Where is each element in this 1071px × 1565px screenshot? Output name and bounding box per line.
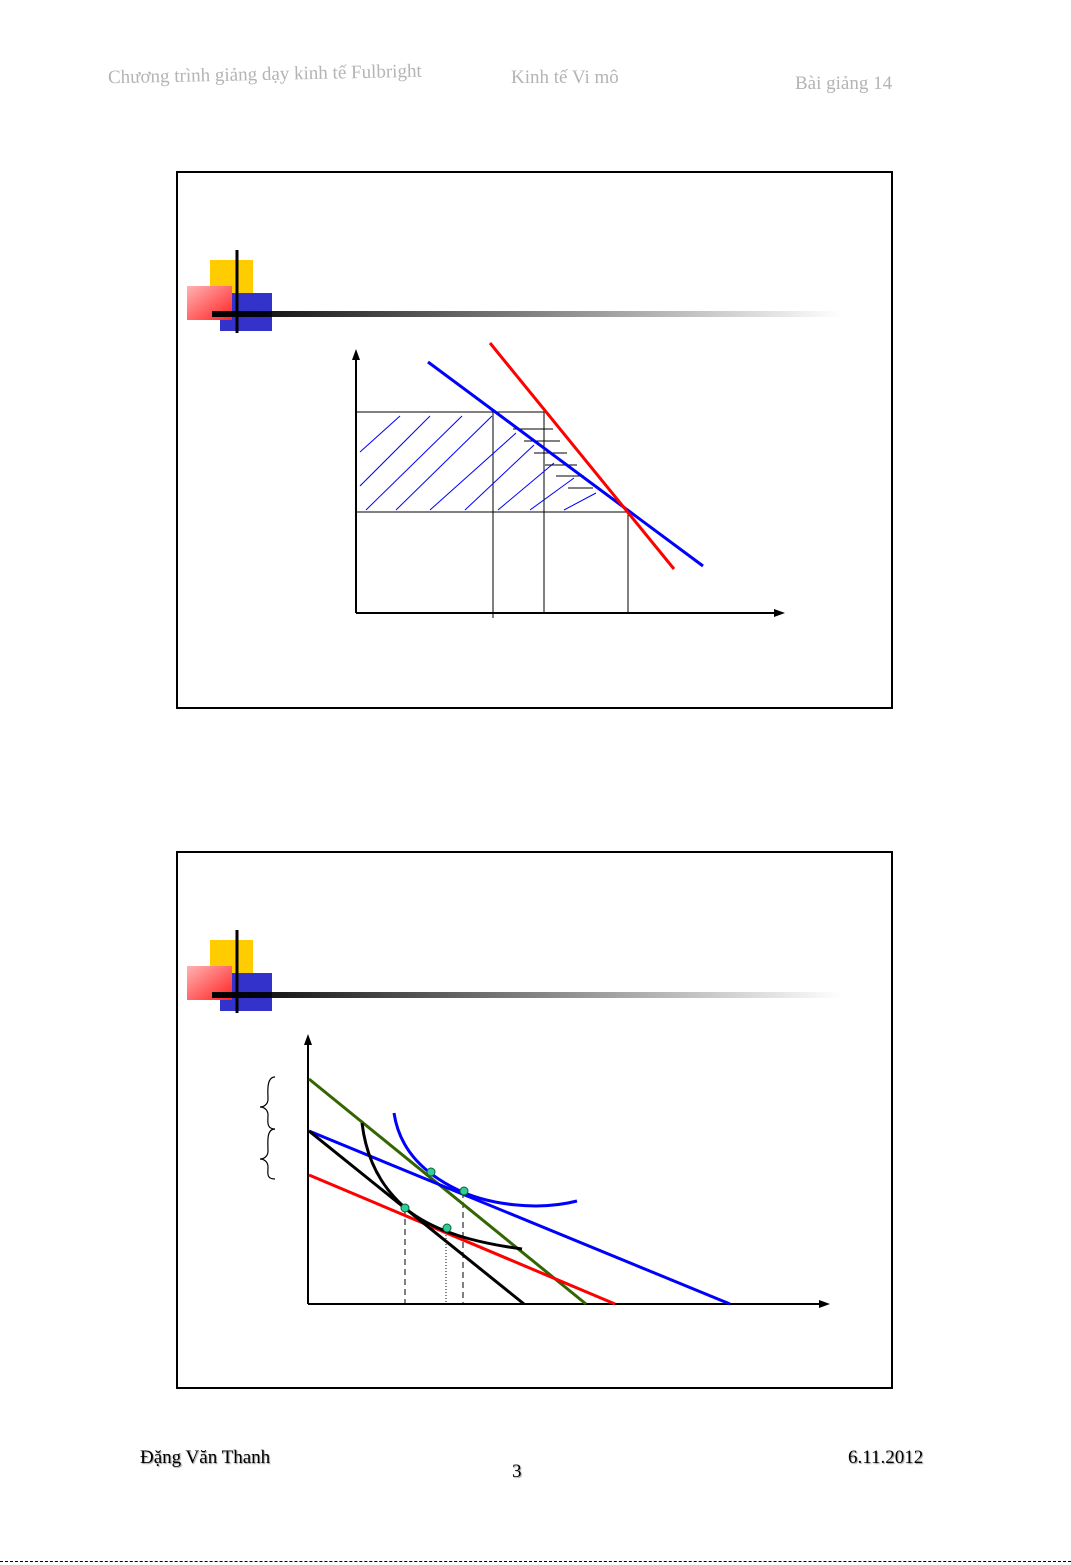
x-axis-arrow	[774, 609, 785, 617]
demand-curve-blue	[427, 360, 704, 568]
title-underline	[212, 311, 842, 317]
marginal-curve-red	[488, 342, 676, 570]
footer-page-number: 3	[512, 1461, 522, 1482]
equilibrium-point	[426, 1167, 436, 1177]
slide-bullet-decoration	[187, 250, 272, 333]
budget-line-red	[308, 1173, 616, 1306]
x-axis-arrow	[819, 1300, 830, 1308]
tick-marks	[513, 428, 593, 489]
indifference-curve-black	[360, 1122, 523, 1251]
slide-bullet-decoration	[187, 930, 272, 1013]
curly-brace-icon	[259, 1076, 276, 1180]
title-underline	[212, 992, 842, 998]
slide-2	[176, 851, 893, 1389]
page-bottom-rule	[0, 1561, 1071, 1562]
slide-1	[176, 171, 893, 709]
budget-diagram	[304, 1034, 830, 1308]
header-program: Chương trình giảng dạy kinh tế Fulbright	[107, 60, 422, 89]
surplus-diagram	[352, 342, 785, 618]
indifference-curve-blue	[392, 1112, 578, 1208]
footer-author: Đặng Văn Thanh	[140, 1447, 271, 1468]
y-axis-arrow	[304, 1034, 312, 1045]
slide-1-canvas	[187, 250, 842, 618]
y-axis-arrow	[352, 349, 360, 360]
header-course: Kinh tế Vi mô	[511, 67, 619, 88]
hatched-area	[359, 415, 597, 511]
slide-2-canvas	[187, 930, 842, 1308]
budget-line-blue	[308, 1129, 731, 1306]
footer-date: 6.11.2012	[848, 1447, 924, 1468]
budget-line-green	[308, 1077, 587, 1306]
header-lecture: Bài giảng 14	[795, 73, 893, 94]
equilibrium-point	[442, 1223, 452, 1233]
equilibrium-point	[400, 1203, 410, 1213]
equilibrium-point	[459, 1186, 469, 1196]
